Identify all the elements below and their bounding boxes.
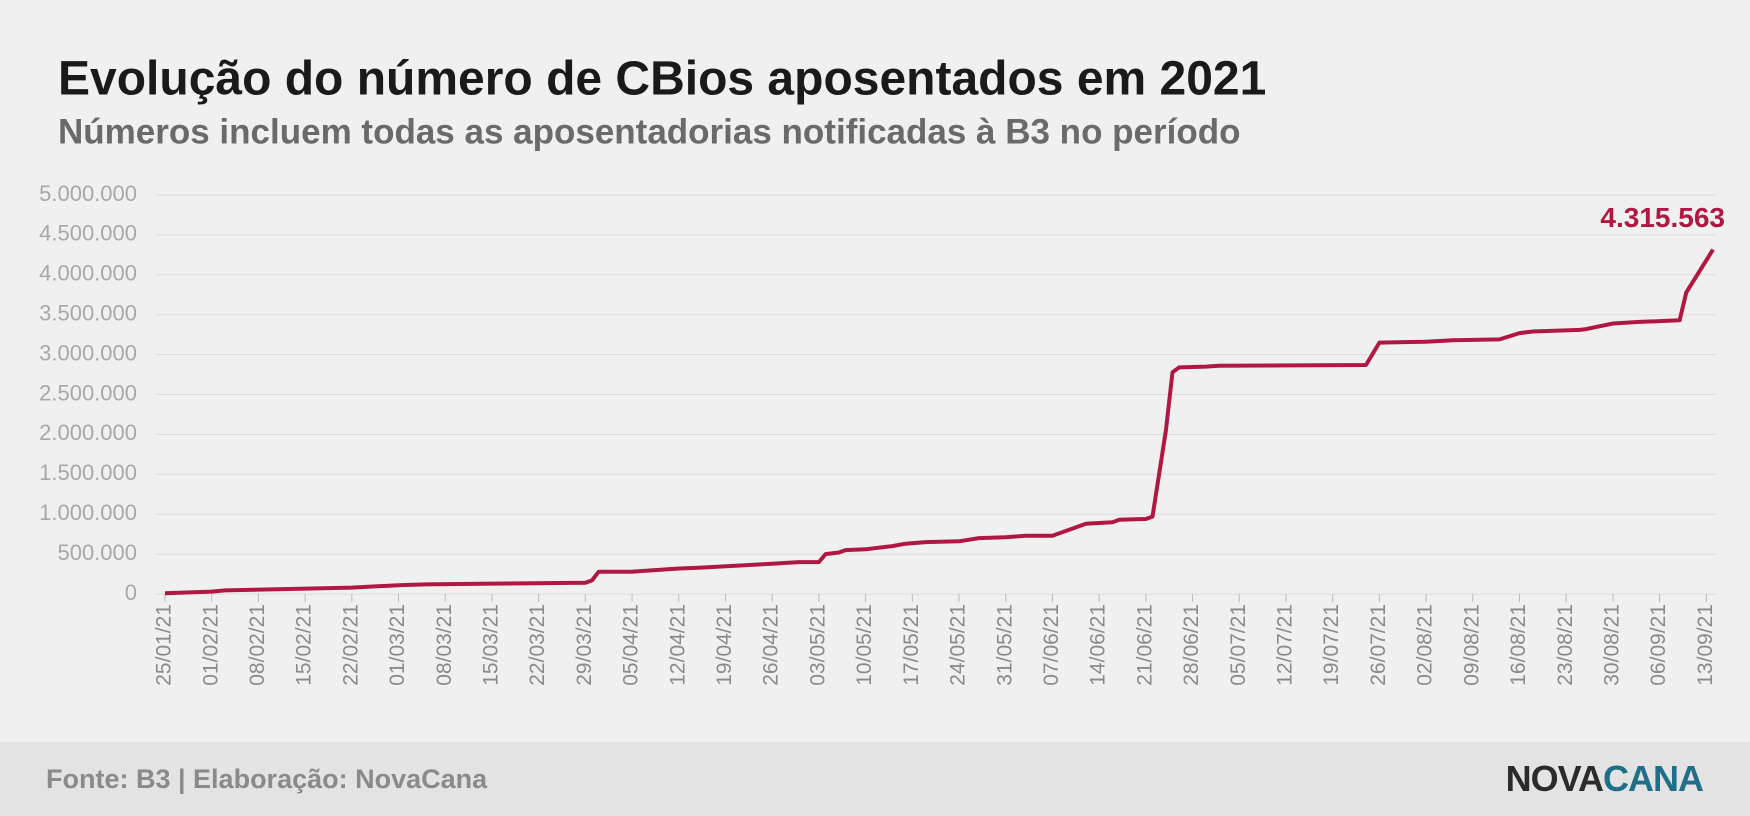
y-tick-label: 2.000.000 bbox=[39, 420, 137, 445]
x-tick-label: 05/07/21 bbox=[1227, 604, 1250, 686]
x-tick-label: 01/03/21 bbox=[386, 604, 409, 686]
x-tick-label: 05/04/21 bbox=[620, 604, 643, 686]
value-label: 4.315.563 bbox=[1600, 202, 1725, 233]
footer-band bbox=[0, 742, 1750, 816]
x-tick-label: 19/04/21 bbox=[713, 604, 736, 686]
logo-part: NOVA bbox=[1506, 758, 1604, 799]
y-tick-label: 2.500.000 bbox=[39, 380, 137, 405]
chart-subtitle: Números incluem todas as aposentadorias … bbox=[58, 112, 1241, 151]
y-tick-label: 4.000.000 bbox=[39, 261, 137, 286]
source: Fonte: B3 | Elaboração: NovaCana bbox=[46, 764, 488, 794]
y-tick-label: 0 bbox=[125, 580, 137, 605]
x-tick-label: 26/07/21 bbox=[1367, 604, 1390, 686]
x-tick-label: 21/06/21 bbox=[1133, 604, 1156, 686]
x-tick-label: 03/05/21 bbox=[806, 604, 829, 686]
x-tick-label: 22/03/21 bbox=[526, 604, 549, 686]
x-tick-label: 26/04/21 bbox=[760, 604, 783, 686]
x-tick-label: 08/02/21 bbox=[246, 604, 269, 686]
x-tick-label: 30/08/21 bbox=[1600, 604, 1623, 686]
y-tick-label: 500.000 bbox=[57, 540, 137, 565]
data-line bbox=[164, 248, 1715, 596]
background bbox=[0, 0, 1750, 742]
y-tick-label: 4.500.000 bbox=[39, 221, 137, 246]
x-tick-label: 15/02/21 bbox=[293, 604, 316, 686]
x-tick-label: 10/05/21 bbox=[853, 604, 876, 686]
x-tick-label: 02/08/21 bbox=[1414, 604, 1437, 686]
x-tick-label: 12/07/21 bbox=[1274, 604, 1297, 686]
chart-title: Evolução do número de CBios aposentados … bbox=[58, 53, 1266, 106]
x-tick-label: 14/06/21 bbox=[1087, 604, 1110, 686]
y-tick-label: 5.000.000 bbox=[39, 181, 137, 206]
y-tick-label: 3.000.000 bbox=[39, 340, 137, 365]
x-tick-label: 17/05/21 bbox=[900, 604, 923, 686]
logo-part: CANA bbox=[1603, 758, 1704, 799]
x-tick-label: 16/08/21 bbox=[1507, 604, 1530, 686]
x-tick-label: 07/06/21 bbox=[1040, 604, 1063, 686]
x-tick-label: 28/06/21 bbox=[1180, 604, 1203, 686]
x-tick-label: 13/09/21 bbox=[1694, 604, 1717, 686]
y-tick-label: 3.500.000 bbox=[39, 301, 137, 326]
x-tick-label: 31/05/21 bbox=[993, 604, 1016, 686]
x-tick-label: 22/02/21 bbox=[339, 604, 362, 686]
y-tick-label: 1.500.000 bbox=[39, 460, 137, 485]
y-tick-label: 1.000.000 bbox=[39, 500, 137, 525]
x-tick-label: 25/01/21 bbox=[153, 604, 176, 686]
x-tick-label: 01/02/21 bbox=[199, 604, 222, 686]
x-tick-label: 19/07/21 bbox=[1320, 604, 1343, 686]
x-tick-label: 24/05/21 bbox=[947, 604, 970, 686]
x-tick-label: 06/09/21 bbox=[1647, 604, 1670, 686]
x-tick-label: 29/03/21 bbox=[573, 604, 596, 686]
x-tick-label: 09/08/21 bbox=[1460, 604, 1483, 686]
x-tick-label: 23/08/21 bbox=[1554, 604, 1577, 686]
x-tick-label: 08/03/21 bbox=[433, 604, 456, 686]
x-tick-label: 15/03/21 bbox=[479, 604, 502, 686]
logo: NOVACANA bbox=[1506, 758, 1704, 799]
x-tick-label: 12/04/21 bbox=[666, 604, 689, 686]
